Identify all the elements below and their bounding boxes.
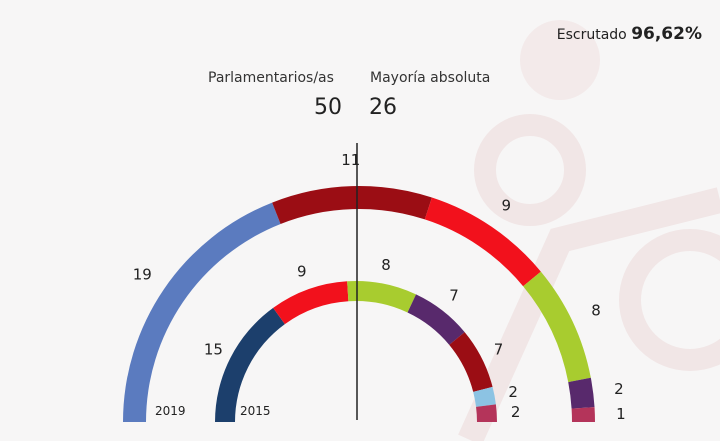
- arc-segment-2019-1: [272, 185, 432, 224]
- majority-label: Mayoría absoluta: [370, 70, 491, 86]
- year-label-2019: 2019: [155, 404, 186, 418]
- seat-label-2019-5: 1: [616, 405, 626, 423]
- arc-segment-2019-2: [424, 197, 541, 287]
- seat-label-2019-4: 2: [614, 380, 624, 398]
- seat-label-2019-3: 8: [591, 301, 601, 319]
- arc-segment-2019-4: [568, 377, 595, 409]
- arc-segment-2015-1: [273, 281, 349, 325]
- majority-value: 26: [369, 95, 397, 120]
- seat-label-2015-1: 9: [297, 262, 307, 280]
- year-label-2015: 2015: [240, 404, 271, 418]
- scrutiny-value: 96,62%: [631, 24, 702, 44]
- seats-value: 50: [314, 95, 342, 120]
- scrutiny-status: Escrutado 96,62%: [557, 24, 702, 44]
- arc-segment-2015-5: [473, 386, 496, 407]
- seat-label-2015-2: 8: [381, 256, 391, 274]
- arc-segment-2015-4: [449, 332, 493, 392]
- seat-label-2019-2: 9: [501, 196, 511, 214]
- seat-label-2015-0: 15: [204, 340, 223, 358]
- seat-label-2015-5: 2: [508, 383, 518, 401]
- seat-label-2019-1: 11: [341, 151, 360, 169]
- seat-label-2019-0: 19: [133, 266, 152, 284]
- arc-segment-2015-3: [407, 294, 465, 345]
- seat-label-2015-3: 7: [449, 287, 459, 305]
- arc-segment-2015-6: [476, 404, 497, 422]
- arc-segment-2019-3: [523, 271, 591, 383]
- seat-label-2015-4: 7: [494, 340, 504, 358]
- arc-segment-2019-0: [123, 202, 281, 422]
- arc-segment-2015-0: [215, 307, 285, 422]
- arc-segment-2019-5: [571, 407, 595, 422]
- arc-segment-2015-2: [347, 281, 417, 313]
- seat-label-2015-6: 2: [511, 403, 521, 421]
- seats-label: Parlamentarios/as: [208, 70, 334, 86]
- scrutiny-label: Escrutado: [556, 27, 627, 43]
